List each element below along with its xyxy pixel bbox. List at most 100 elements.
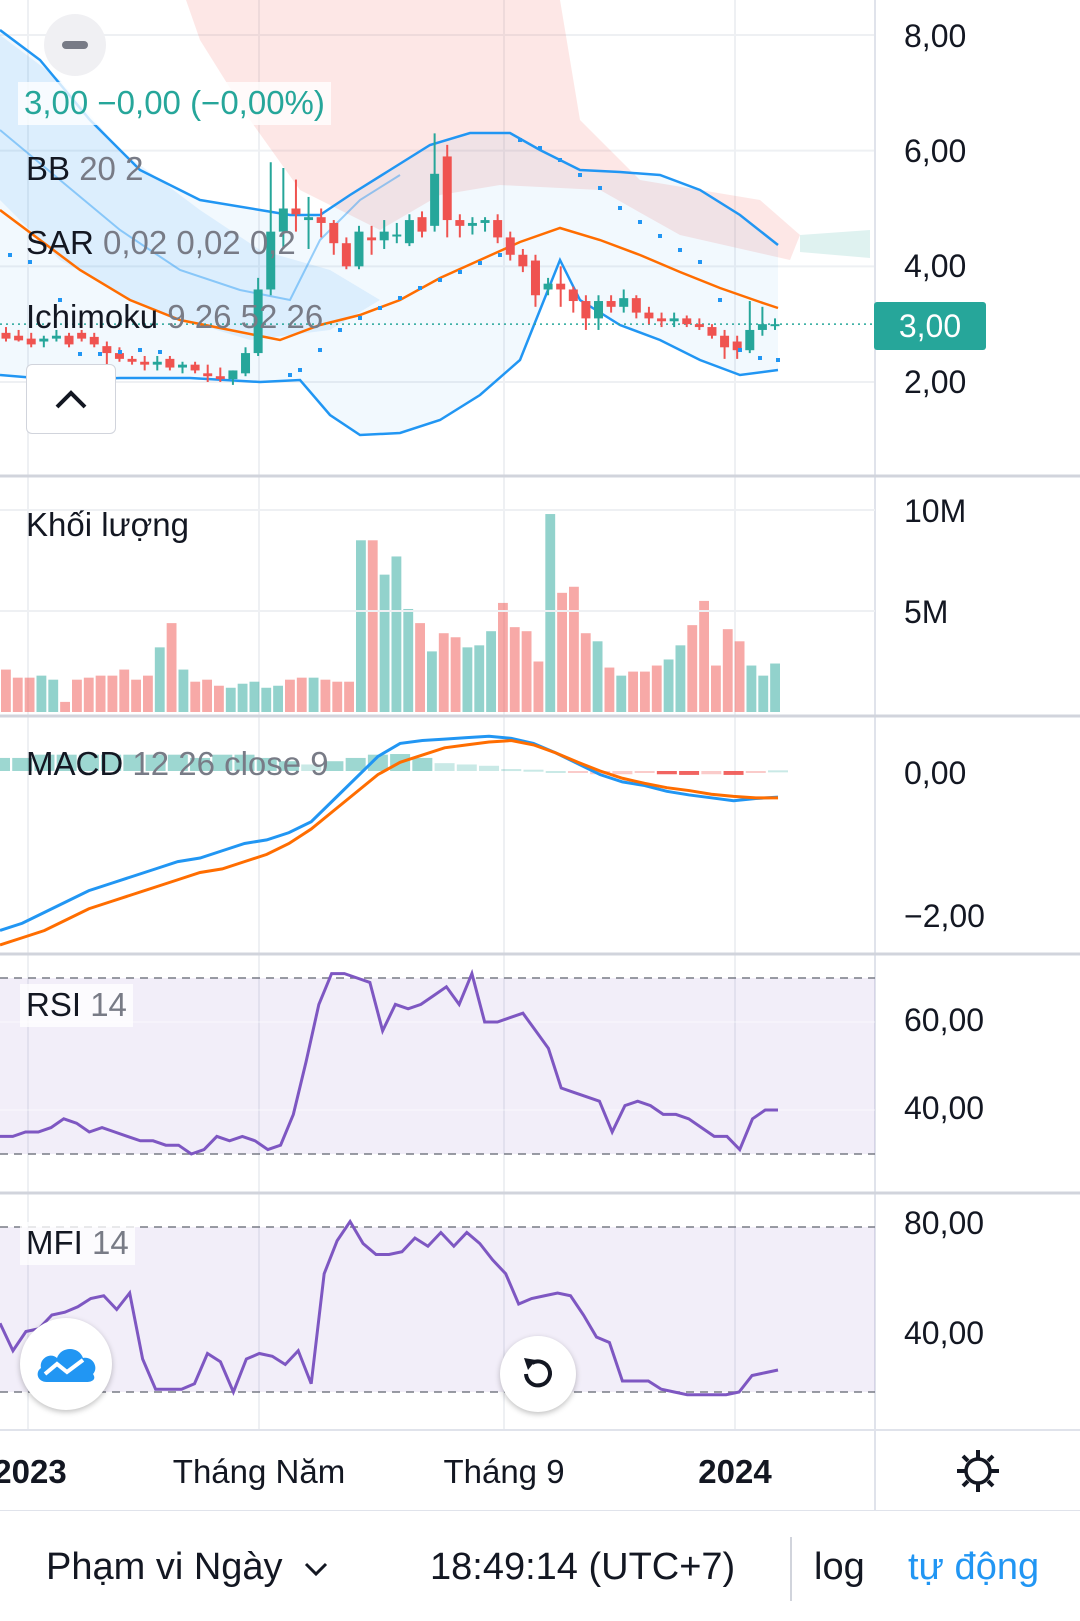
candle-body: [518, 254, 528, 267]
volume-bar: [296, 677, 307, 712]
sar-dot: [398, 296, 402, 300]
candle-body: [341, 243, 351, 267]
price-change-label: 3,00 −0,00 (−0,00%): [18, 82, 331, 125]
sar-dot: [598, 186, 602, 190]
sar-dot: [658, 234, 662, 238]
rsi-tick: 60,00: [904, 1002, 985, 1038]
minus-icon: [62, 41, 88, 49]
candle-body: [530, 260, 540, 296]
candle-body: [404, 220, 414, 244]
volume-bar: [143, 675, 153, 712]
sar-dot: [28, 260, 32, 264]
candle-body: [89, 336, 99, 345]
candle-body: [644, 312, 654, 319]
cloud-bullish-area: [0, 35, 380, 340]
candle-body: [757, 324, 767, 330]
candle-body: [316, 217, 326, 223]
candle-body: [720, 335, 730, 348]
candle-body: [266, 231, 276, 290]
macd-line: [0, 734, 779, 932]
macd-histogram-bar: [256, 757, 277, 771]
volume-bar: [474, 645, 485, 712]
grid-lines: [0, 0, 1080, 1510]
candle-body: [392, 234, 402, 237]
candle-body: [228, 370, 238, 380]
volume-bar: [628, 671, 638, 712]
expand-legend-button[interactable]: [26, 364, 116, 434]
macd-histogram-bar: [0, 757, 10, 771]
sar-dot: [158, 350, 162, 354]
macd-histogram-bar: [145, 754, 166, 771]
sar-dot: [8, 253, 12, 257]
sar-dot: [98, 352, 102, 356]
stock-chart[interactable]: [0, 0, 1080, 1510]
candle-body: [1, 332, 11, 339]
volume-bar: [1, 669, 11, 712]
x-tick-sep: Tháng 9: [443, 1453, 565, 1490]
macd-pane: [0, 734, 788, 947]
collapse-button[interactable]: [44, 14, 106, 76]
candle-body: [694, 324, 704, 328]
candle-body: [304, 217, 314, 221]
sar-dot: [558, 158, 562, 162]
volume-bar: [498, 602, 508, 712]
sar-dot: [58, 298, 62, 302]
macd-histogram-bar: [323, 761, 344, 771]
macd-histogram-bar: [78, 754, 99, 771]
price-tick: 4,00: [904, 248, 967, 284]
log-toggle[interactable]: log: [814, 1546, 865, 1588]
mfi-title: MFI 14: [20, 1222, 135, 1265]
ichimoku-cloud: [0, 0, 870, 340]
volume-bar: [427, 651, 437, 712]
date-range-dropdown[interactable]: Phạm vi Ngày: [46, 1548, 329, 1586]
volume-bar: [12, 677, 23, 712]
bottom-toolbar: Phạm vi Ngày 18:49:14 (UTC+7) log tự độn…: [0, 1510, 1080, 1621]
candle-body: [203, 373, 213, 377]
macd-histogram-bar: [501, 769, 522, 772]
auto-scale-toggle[interactable]: tự động: [908, 1546, 1040, 1588]
sar-dot: [438, 278, 442, 282]
cloud-chart-icon: [37, 1349, 96, 1382]
macd-histogram-bar: [234, 754, 255, 771]
macd-histogram-bar: [768, 770, 788, 773]
chart-logo-button[interactable]: [20, 1318, 112, 1410]
volume-bar: [592, 641, 603, 712]
volume-bar: [533, 661, 544, 712]
sar-dot: [758, 356, 762, 360]
sar-dot: [78, 352, 82, 356]
sar-dot: [776, 358, 780, 362]
volume-bar: [273, 685, 283, 712]
volume-bar: [379, 574, 390, 712]
volume-bar: [367, 540, 378, 712]
candle-body: [215, 376, 225, 380]
sar-dot: [288, 373, 292, 377]
macd-histogram-bar: [12, 757, 33, 771]
indicator-ichimoku: Ichimoku 9 26 52 26: [26, 298, 324, 335]
reset-button[interactable]: [500, 1336, 576, 1412]
sar-dot: [138, 348, 142, 352]
volume-bar: [344, 681, 354, 712]
sar-dot: [378, 306, 382, 310]
macd-histogram-bar: [745, 771, 766, 773]
date-range-label: Phạm vi Ngày: [46, 1546, 283, 1588]
macd-histogram-bar: [278, 761, 299, 771]
volume-bar: [332, 681, 343, 712]
sar-dot: [298, 368, 302, 372]
time-display[interactable]: 18:49:14 (UTC+7): [430, 1546, 736, 1588]
sar-dot: [358, 316, 362, 320]
sar-dot: [578, 173, 582, 177]
macd-histogram-bar: [367, 754, 388, 771]
volume-tick: 5M: [904, 594, 949, 630]
chart-settings-button[interactable]: [955, 1448, 1001, 1499]
macd-histogram-bar: [190, 757, 211, 771]
macd-tick: 0,00: [904, 755, 967, 791]
volume-bar: [450, 637, 461, 712]
volume-bar: [403, 608, 414, 712]
rsi-band-fill: [0, 978, 875, 1154]
candle-body: [241, 353, 251, 374]
macd-histogram-bar: [545, 771, 566, 773]
volume-bar: [651, 665, 662, 712]
candle-body: [505, 237, 515, 255]
candle-body: [682, 318, 692, 325]
candle-body: [152, 361, 162, 365]
